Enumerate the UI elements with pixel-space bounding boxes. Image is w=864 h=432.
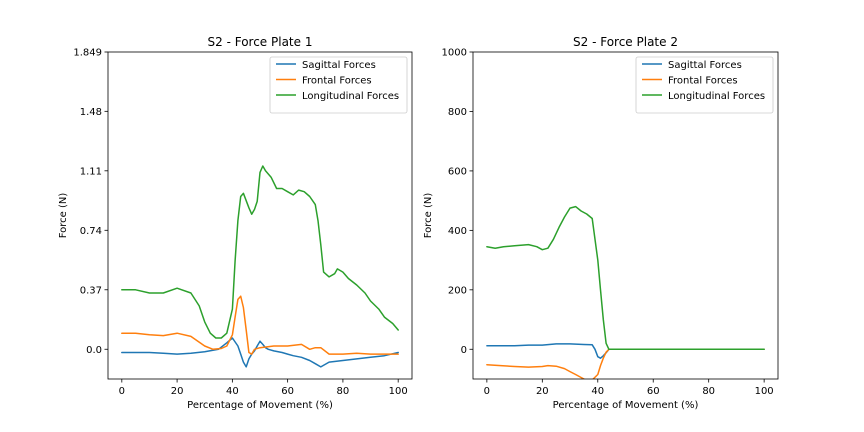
y-axis-label: Force (N) [423, 193, 434, 239]
legend-label: Frontal Forces [668, 76, 738, 87]
legend-label: Sagittal Forces [302, 60, 376, 71]
x-tick-label: 60 [281, 386, 294, 397]
legend: Sagittal Forces Frontal Forces Longitudina… [269, 56, 408, 114]
y-axis-label: Force (N) [58, 193, 69, 239]
axes-frame [472, 51, 779, 380]
x-axis-label: Percentage of Movement (%) [187, 400, 333, 411]
y-tick-label: 0.74 [80, 226, 102, 237]
y-tick-label: 0.37 [80, 285, 102, 296]
y-tick-label: 1.11 [80, 166, 102, 177]
series-lines [486, 205, 765, 379]
y-tick-label: 1.48 [80, 107, 102, 118]
x-tick-label: 0 [119, 386, 125, 397]
chart-title: S2 - Force Plate 2 [573, 35, 678, 49]
y-tick-label: 800 [448, 107, 467, 118]
x-tick-label: 100 [389, 386, 408, 397]
axes-frame [107, 51, 413, 380]
series-lines [121, 165, 399, 368]
y-tick-label: 0 [461, 345, 467, 356]
legend-label: Frontal Forces [302, 76, 372, 87]
x-tick-label: 80 [702, 386, 715, 397]
legend: Sagittal Forces Frontal Forces Longitudina… [635, 56, 774, 114]
x-tick-label: 0 [484, 386, 490, 397]
x-axis-label: Percentage of Movement (%) [553, 400, 699, 411]
series-line-sagittal-forces [121, 337, 399, 368]
y-tick-label: 1000 [442, 48, 467, 59]
x-tick-label: 40 [591, 386, 604, 397]
x-tick-label: 20 [171, 386, 184, 397]
x-tick-label: 40 [226, 386, 239, 397]
legend-label: Sagittal Forces [668, 60, 742, 71]
series-line-longitudinal-forces [486, 205, 765, 351]
chart-title: S2 - Force Plate 1 [208, 35, 313, 49]
legend-label: Longitudinal Forces [302, 91, 399, 102]
legend-label: Longitudinal Forces [668, 91, 765, 102]
y-tick-label: 400 [448, 226, 467, 237]
y-tick-label: 1.849 [73, 48, 102, 59]
subplot-1: 0 20 40 60 80 100 0.0 0.37 0.74 1.11 1.48 1.849 S2 -… [58, 35, 413, 411]
series-line-frontal-forces [121, 295, 399, 355]
y-tick-label: 0.0 [86, 345, 102, 356]
x-tick-label: 100 [755, 386, 774, 397]
x-tick-label: 80 [337, 386, 350, 397]
x-tick-label: 20 [536, 386, 549, 397]
legend-box [269, 56, 408, 114]
y-tick-label: 600 [448, 166, 467, 177]
series-line-longitudinal-forces [121, 165, 399, 339]
y-tick-label: 200 [448, 285, 467, 296]
legend-box [635, 56, 774, 114]
x-tick-label: 60 [647, 386, 660, 397]
